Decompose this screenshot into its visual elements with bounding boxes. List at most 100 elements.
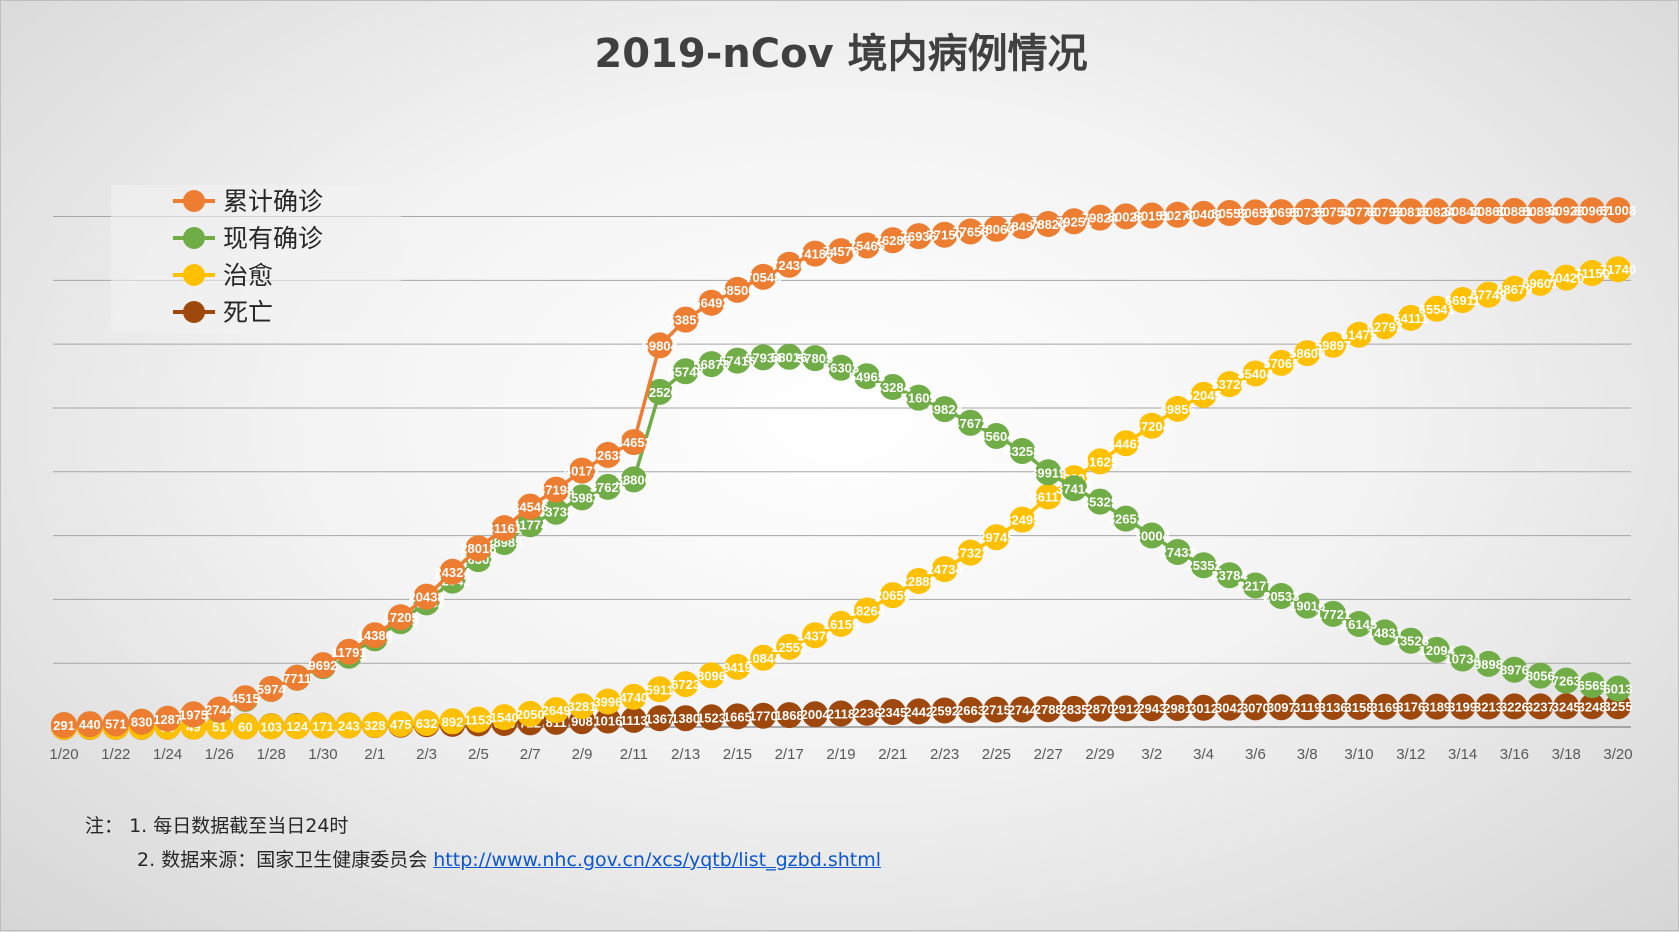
data-point [1397,304,1424,331]
data-label: 79251 [1056,214,1092,229]
data-label: 2004 [801,707,831,722]
data-label: 57416 [719,354,755,369]
data-label: 80894 [1522,204,1559,219]
data-label: 52045 [1186,388,1222,403]
data-point [802,345,829,372]
data-point [646,378,673,405]
data-label: 55748 [668,364,704,379]
x-tick-label: 2/15 [723,746,752,763]
data-label: 28985 [486,535,522,550]
data-point [310,652,336,679]
x-tick-label: 3/6 [1245,746,1266,763]
data-point [776,251,803,278]
data-point [983,696,1010,723]
data-label: 68679 [1496,282,1532,297]
data-point [439,708,466,735]
data-label: 2912 [1111,701,1140,716]
data-label: 9898 [1474,657,1503,672]
data-point [1268,199,1295,226]
data-label: 3996 [593,695,622,710]
data-point [1164,538,1191,565]
data-point [646,676,673,703]
data-point [1138,202,1165,229]
data-point [1527,197,1554,224]
x-tick-label: 1/24 [153,746,182,763]
data-label: 1540 [490,710,519,725]
data-label: 78824 [1030,217,1067,232]
data-point [1087,488,1113,515]
data-point [1138,412,1165,439]
data-label: 42638 [590,448,626,463]
data-label: 3237 [1526,699,1555,714]
x-tick-label: 2/21 [878,746,907,763]
data-point [491,515,518,542]
data-point [361,622,388,649]
data-point [672,306,699,333]
data-point [387,710,414,737]
data-point [828,700,854,727]
data-label: 44653 [616,435,652,450]
data-point [1397,693,1424,720]
data-label: 20659 [875,588,911,603]
data-point [1579,672,1606,699]
data-point [776,702,803,729]
legend-marker [183,264,205,286]
data-point [724,347,751,374]
data-label: 3255 [1604,699,1633,714]
data-label: 328 [364,718,386,733]
data-point [569,484,595,511]
data-label: 1665 [723,709,752,724]
data-point [750,702,777,729]
data-point [1320,693,1347,720]
data-point [1527,662,1554,689]
data-label: 32652 [1108,512,1144,527]
data-label: 38800 [616,472,652,487]
data-label: 3189 [1422,700,1451,715]
data-label: 51609 [901,391,937,406]
data-label: 53726 [1211,377,1247,392]
data-label: 1153 [464,713,492,728]
data-point [802,701,829,728]
data-point [1061,208,1088,235]
data-label: 80409 [1186,207,1222,222]
data-label: 31161 [487,521,522,536]
data-label: 16155 [823,617,859,632]
data-point [1501,693,1528,720]
data-point [491,704,518,731]
data-point [983,423,1010,450]
data-point [698,351,725,378]
data-label: 243 [338,718,360,733]
data-point [1553,693,1580,720]
data-label: 291 [53,718,75,733]
data-point [1320,600,1347,627]
data-point [620,706,647,733]
data-label: 14831 [1367,625,1403,640]
data-point [413,583,440,610]
data-label: 27433 [1160,545,1196,560]
data-label: 3012 [1189,701,1218,716]
data-point [1294,198,1321,225]
data-label: 80695 [1263,205,1299,220]
data-label: 2744 [205,702,235,717]
data-label: 34546 [512,500,548,515]
data-label: 60 [238,720,252,735]
data-point [1087,448,1113,475]
data-label: 59897 [1315,338,1351,353]
data-point [957,539,984,566]
data-label: 79824 [1082,211,1119,226]
data-point [1449,287,1476,314]
x-tick-label: 2/1 [364,746,385,763]
source-link[interactable]: http://www.nhc.gov.cn/xcs/yqtb/list_gzbd… [433,849,881,871]
data-label: 65541 [1419,302,1455,317]
data-point [361,711,388,738]
data-point [1397,627,1424,654]
data-label: 80860 [1470,204,1506,219]
data-point [672,671,699,698]
data-point [1423,295,1450,322]
legend-label: 现有确诊 [223,224,323,253]
data-label: 1770 [749,709,778,724]
data-point [1190,200,1217,227]
data-label: 80967 [1574,203,1610,218]
data-point [465,535,492,562]
data-label: 80778 [1341,205,1377,220]
